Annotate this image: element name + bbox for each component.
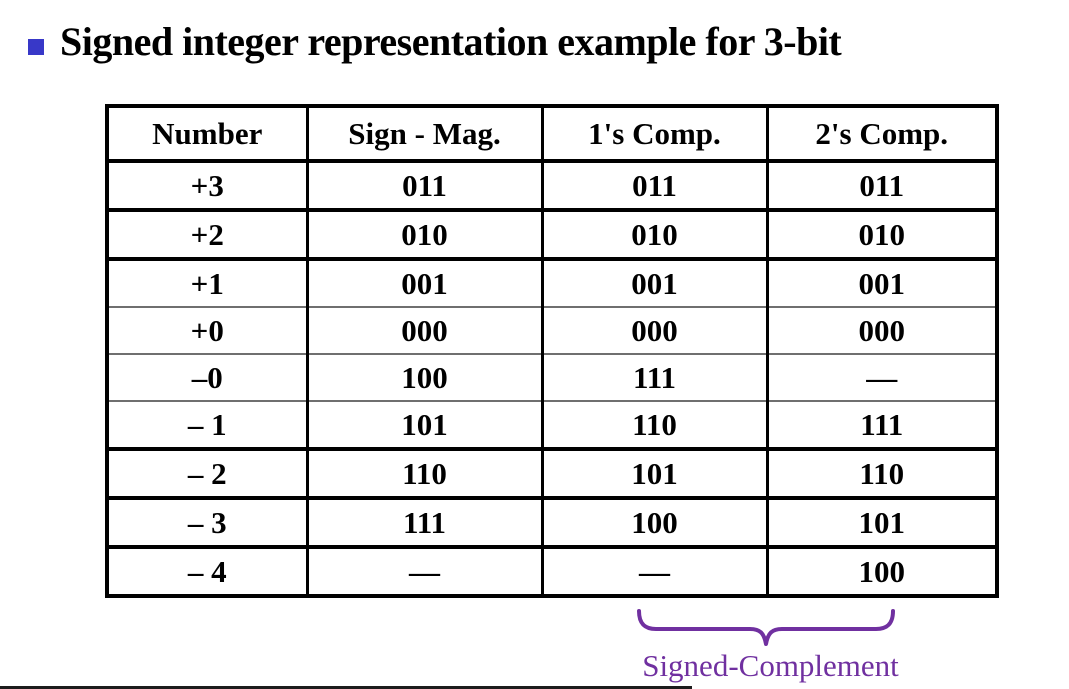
underbrace-icon [637, 609, 895, 646]
code-cell: 001 [305, 259, 542, 308]
code-cell: 110 [765, 449, 997, 500]
table-row: – 1 101 110 111 [105, 401, 997, 451]
code-cell: 010 [305, 210, 542, 261]
page-title: Signed integer representation example fo… [60, 19, 842, 64]
number-cell: +0 [105, 307, 307, 355]
code-cell: 101 [540, 449, 767, 500]
bottom-edge-divider [0, 686, 692, 689]
code-cell: 011 [765, 161, 997, 212]
code-cell: 001 [765, 259, 997, 308]
code-cell: 111 [305, 498, 542, 549]
table-row: – 4— —100 [105, 547, 997, 596]
number-cell: +2 [105, 210, 307, 261]
table-header-row: Number Sign - Mag. 1's Comp. 2's Comp. [105, 106, 997, 163]
code-cell: 111 [540, 354, 767, 402]
signed-integer-table: Number Sign - Mag. 1's Comp. 2's Comp. +3 01… [105, 104, 999, 598]
number-cell: – 2 [105, 449, 307, 500]
code-cell: 000 [540, 307, 767, 355]
code-cell: 100 [540, 498, 767, 549]
table-row: +1 001 001 001 [105, 259, 997, 308]
table-row: –0 100 111— [105, 354, 997, 402]
code-cell: 000 [305, 307, 542, 355]
table-row: – 2 110 101 110 [105, 449, 997, 500]
code-cell: 011 [305, 161, 542, 212]
signed-complement-label: Signed-Complement [642, 648, 899, 683]
column-header: Sign - Mag. [305, 106, 542, 163]
table-row: +2 010 010 010 [105, 210, 997, 261]
table-row: – 3 111 100 101 [105, 498, 997, 549]
bullet-square-icon [28, 39, 44, 55]
number-cell: +3 [105, 161, 307, 212]
number-cell: – 4 [105, 547, 307, 596]
code-cell: 111 [765, 401, 997, 451]
code-cell: 101 [305, 401, 542, 451]
code-cell: 110 [305, 449, 542, 500]
code-cell: — [765, 354, 997, 402]
column-header: 2's Comp. [765, 106, 997, 163]
table-row: +3 011 011 011 [105, 161, 997, 212]
code-cell: 000 [765, 307, 997, 355]
code-cell: — [540, 547, 767, 596]
code-cell: 010 [765, 210, 997, 261]
code-cell: 100 [305, 354, 542, 402]
code-cell: 101 [765, 498, 997, 549]
number-cell: –0 [105, 354, 307, 402]
code-cell: — [305, 547, 542, 596]
table-body: +3 011 011 011 +2 010 010 010 +1 001 001 001 +0 000 00… [105, 161, 997, 596]
number-cell: – 3 [105, 498, 307, 549]
table-row: +0 000 000 000 [105, 307, 997, 355]
code-cell: 110 [540, 401, 767, 451]
code-cell: 100 [765, 547, 997, 596]
column-header: Number [105, 106, 307, 163]
number-cell: +1 [105, 259, 307, 308]
column-header: 1's Comp. [540, 106, 767, 163]
code-cell: 001 [540, 259, 767, 308]
code-cell: 010 [540, 210, 767, 261]
code-cell: 011 [540, 161, 767, 212]
number-cell: – 1 [105, 401, 307, 451]
